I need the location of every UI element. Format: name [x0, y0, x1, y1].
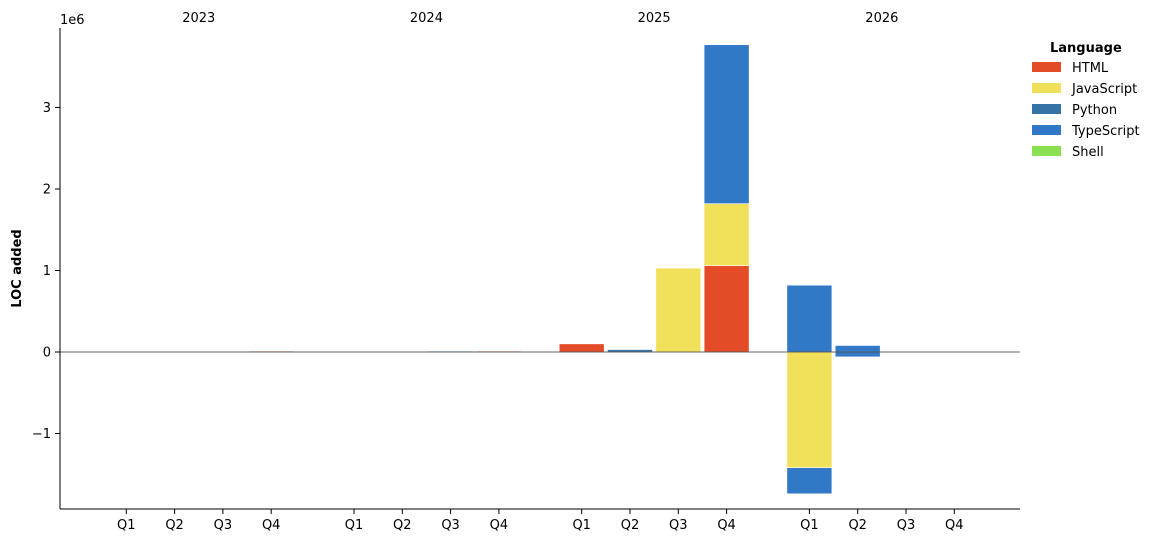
x-tick-label: Q2: [621, 518, 640, 533]
bars-layer: [248, 44, 881, 495]
legend-label-html: HTML: [1072, 61, 1109, 76]
x-ticks: Q1 Q2 Q3 Q4 Q1 Q2 Q3 Q4 Q1 Q2 Q3 Q4 Q1 Q2 Q3 Q4: [117, 509, 964, 533]
bar-html-11: [703, 265, 750, 353]
x-tick-label: Q3: [214, 518, 233, 533]
y-tick-label: 0: [43, 346, 51, 361]
y-scale-label: 1e6: [60, 13, 85, 28]
bar-typescript-13-neg: [834, 351, 881, 358]
bar-javascript-11: [703, 203, 750, 266]
x-tick-label: Q1: [800, 518, 819, 533]
y-tick-label: −1: [32, 427, 51, 442]
legend-swatch-python: [1032, 104, 1061, 114]
bar-typescript-11: [703, 44, 750, 204]
x-tick-label: Q4: [717, 518, 736, 533]
year-label-2025: 2025: [638, 11, 671, 26]
x-tick-label: Q3: [669, 518, 688, 533]
x-tick-label: Q2: [848, 518, 867, 533]
x-tick-label: Q1: [572, 518, 591, 533]
bar-javascript-12: [786, 351, 833, 469]
y-ticks: −1 0 1 2 3: [32, 101, 60, 442]
y-tick-label: 3: [43, 101, 51, 116]
year-label-2026: 2026: [865, 11, 898, 26]
x-tick-label: Q4: [490, 518, 509, 533]
legend-label-javascript: JavaScript: [1071, 82, 1137, 97]
x-tick-label: Q3: [441, 518, 460, 533]
legend-label-shell: Shell: [1072, 145, 1104, 160]
bar-typescript-12: [786, 284, 833, 353]
legend-swatch-shell: [1032, 146, 1061, 156]
x-tick-label: Q1: [117, 518, 136, 533]
x-tick-label: Q2: [393, 518, 412, 533]
legend-swatch-html: [1032, 62, 1061, 72]
bar-typescript-12-neg: [786, 467, 833, 495]
x-tick-label: Q4: [945, 518, 964, 533]
legend-swatch-javascript: [1032, 83, 1061, 93]
y-axis-label: LOC added: [10, 229, 25, 307]
x-tick-label: Q1: [345, 518, 364, 533]
bar-javascript-10: [655, 267, 702, 353]
legend-title: Language: [1050, 41, 1122, 56]
x-tick-label: Q2: [165, 518, 184, 533]
x-tick-label: Q4: [262, 518, 281, 533]
bar-html-8: [558, 343, 605, 353]
y-tick-label: 1: [43, 264, 51, 279]
year-labels: 2023 2024 2025 2026: [182, 11, 898, 26]
legend: Language HTML JavaScript Python TypeScript S…: [1032, 41, 1140, 160]
bar-typescript-13: [834, 345, 881, 353]
y-tick-label: 2: [43, 183, 51, 198]
year-label-2023: 2023: [182, 11, 215, 26]
year-label-2024: 2024: [410, 11, 443, 26]
legend-swatch-typescript: [1032, 125, 1061, 135]
legend-label-typescript: TypeScript: [1071, 124, 1140, 139]
legend-label-python: Python: [1072, 103, 1117, 118]
x-tick-label: Q3: [897, 518, 916, 533]
